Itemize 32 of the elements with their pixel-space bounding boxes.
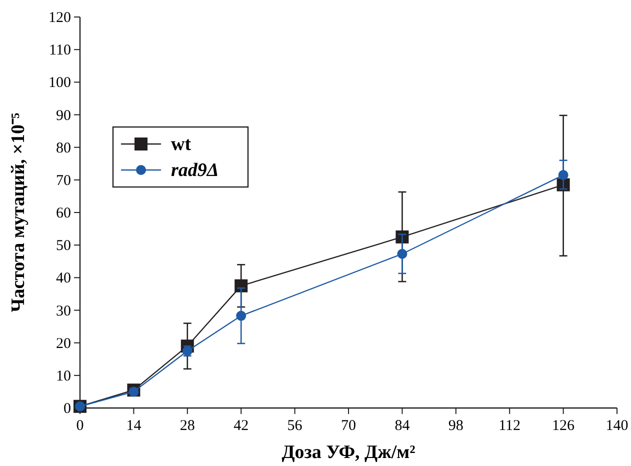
point	[234, 279, 248, 292]
y-tick-label: 70	[56, 172, 71, 189]
y-tick-label: 10	[56, 368, 71, 384]
x-tick-label: 70	[341, 418, 356, 434]
y-tick-label: 120	[48, 10, 71, 26]
x-tick-label: 98	[448, 418, 464, 434]
x-tick-label: 56	[287, 418, 303, 434]
y-tick-label: 80	[56, 140, 71, 156]
point	[558, 170, 568, 180]
legend-label: rad9Δ	[171, 160, 219, 181]
point	[397, 248, 408, 259]
y-tick-label: 110	[49, 42, 71, 59]
y-tick-label: 100	[48, 75, 71, 92]
y-tick-label: 50	[56, 238, 71, 254]
y-axis-title: Частота мутаций, ×10⁻⁵	[8, 112, 29, 312]
x-tick-label: 0	[76, 418, 84, 434]
legend-label: wt	[171, 134, 192, 155]
x-tick-label: 28	[180, 418, 195, 434]
y-tick-label: 30	[56, 303, 71, 320]
x-tick-label: 14	[126, 418, 142, 434]
x-tick-label: 140	[606, 418, 628, 434]
x-tick-label: 112	[498, 418, 521, 434]
x-tick-label: 84	[394, 418, 410, 434]
x-axis-title: Доза УФ, Дж/м²	[282, 442, 416, 463]
x-tick-label: 42	[234, 418, 249, 434]
y-tick-label: 90	[56, 108, 71, 124]
y-tick-label: 0	[64, 401, 71, 417]
point	[236, 310, 246, 321]
y-tick-label: 20	[56, 336, 71, 352]
y-tick-label: 60	[56, 206, 71, 222]
y-tick-label: 40	[56, 270, 71, 287]
x-tick-label: 126	[552, 418, 576, 434]
